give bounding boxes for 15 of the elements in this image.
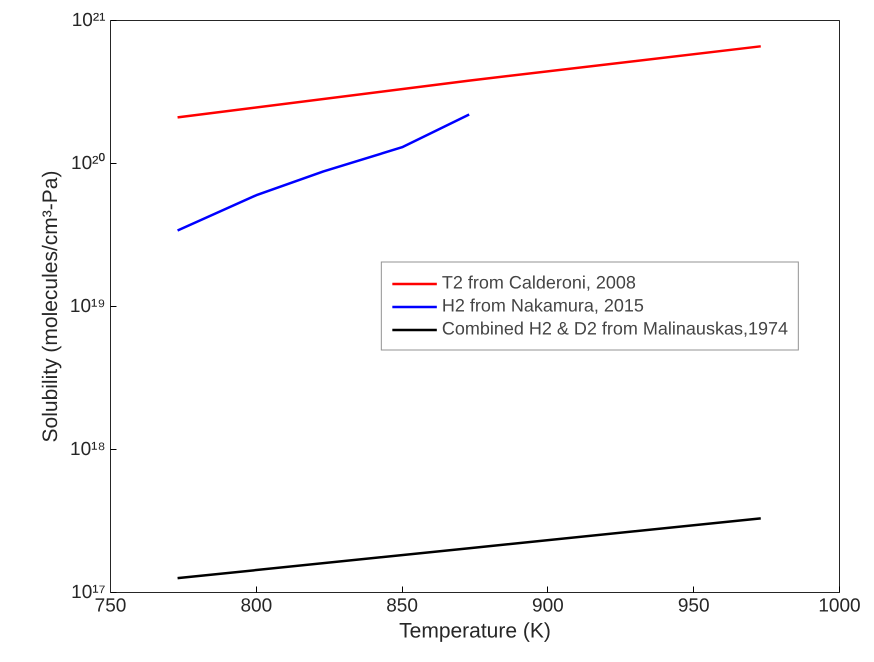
x-tick-label: 1000 — [818, 596, 861, 616]
y-tick-label: 10¹⁹ — [70, 296, 106, 317]
x-tick-label: 800 — [240, 596, 272, 616]
y-axis-title: Solubility (molecules/cm³-Pa) — [38, 170, 62, 442]
x-tick-label: 850 — [386, 596, 418, 616]
legend-label: H2 from Nakamura, 2015 — [442, 296, 644, 316]
legend-label: Combined H2 & D2 from Malinauskas,1974 — [442, 318, 788, 340]
x-tick-label: 900 — [532, 596, 564, 616]
y-tick-label: 10²⁰ — [71, 152, 106, 174]
x-axis-title: Temperature (K) — [399, 620, 551, 642]
x-tick-label: 950 — [678, 596, 710, 616]
line-series — [176, 113, 470, 232]
legend-label: T2 from Calderoni, 2008 — [442, 272, 636, 294]
y-tick-label: 10²¹ — [72, 10, 106, 31]
y-tick-label: 10¹⁸ — [70, 439, 106, 460]
